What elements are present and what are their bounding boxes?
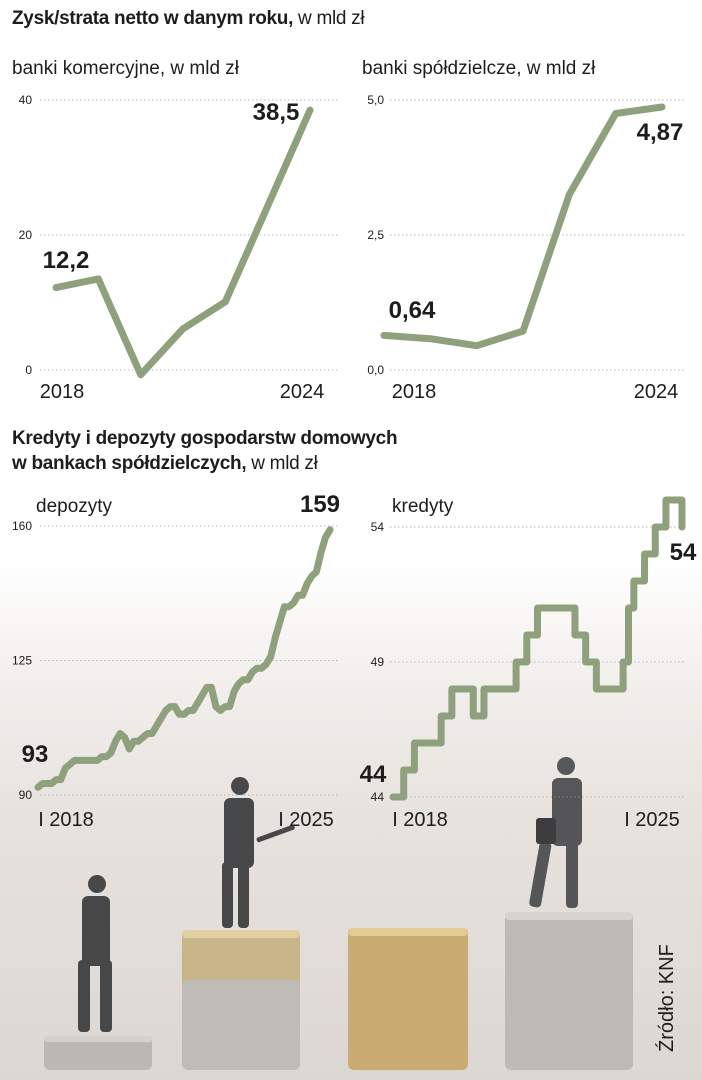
- commercial-xtick-label: 2018: [40, 381, 85, 403]
- credit-headline: Kredyty i depozyty gospodarstw domowych w…: [12, 426, 398, 476]
- cooperative-data-label: 0,64: [389, 297, 436, 324]
- profit-headline: Zysk/strata netto w danym roku, w mld zł: [12, 6, 365, 31]
- coin-stack-3: [348, 928, 468, 1070]
- credits-data-label: 44: [360, 761, 387, 788]
- coin-stack-4: [505, 912, 633, 1070]
- businessman-figure-2: [222, 777, 295, 928]
- chart-commercial-banks: banki komercyjne, w mld zł 0 20 40 2018 2024 1…: [12, 58, 340, 403]
- coin-stack-1: [44, 1036, 152, 1070]
- commercial-ytick-label: 20: [19, 228, 33, 242]
- credit-headline-unit: w mld zł: [246, 453, 318, 474]
- source-note: Źródło: KNF: [656, 944, 678, 1052]
- chart-cooperative-banks: banki spółdzielcze, w mld zł 0,0 2,5 5,0 201…: [362, 58, 684, 403]
- commercial-ytick-label: 40: [19, 93, 33, 107]
- commercial-data-label: 12,2: [43, 247, 90, 274]
- credits-series-line: [389, 496, 686, 801]
- credit-headline-line2: w bankach spółdzielczych,: [12, 453, 247, 474]
- commercial-xtick-label: 2024: [280, 381, 325, 403]
- credits-ytick-label: 44: [371, 790, 385, 804]
- credits-title: kredyty: [392, 496, 454, 517]
- deposits-ytick-label: 125: [12, 654, 32, 668]
- businessman-figure-3: [529, 757, 582, 908]
- deposits-data-label: 159: [300, 491, 340, 518]
- deposits-xtick-label: I 2018: [38, 809, 94, 831]
- cooperative-data-label: 4,87: [637, 119, 684, 146]
- deposits-xtick-label: I 2025: [278, 809, 334, 831]
- cooperative-title: banki spółdzielcze, w mld zł: [362, 58, 596, 79]
- businessman-figure-1: [78, 875, 112, 1032]
- commercial-series-line: [52, 106, 314, 379]
- commercial-ytick-label: 0: [25, 363, 32, 377]
- cooperative-xtick-label: 2018: [392, 381, 437, 403]
- profit-headline-unit: w mld zł: [293, 8, 365, 29]
- commercial-title: banki komercyjne, w mld zł: [12, 58, 240, 79]
- deposits-data-label: 93: [22, 741, 49, 768]
- cooperative-xtick-label: 2024: [634, 381, 679, 403]
- coin-stack-2: [182, 930, 300, 1070]
- cooperative-ytick-label: 5,0: [367, 93, 384, 107]
- coin-stacks-illustration: [44, 757, 633, 1070]
- credits-ytick-label: 49: [371, 655, 385, 669]
- credit-headline-line1: Kredyty i depozyty gospodarstw domowych: [12, 428, 398, 449]
- deposits-title: depozyty: [36, 496, 113, 517]
- credits-xtick-label: I 2018: [392, 809, 448, 831]
- cooperative-ytick-label: 0,0: [367, 363, 384, 377]
- chart-deposits: depozyty 90 125 160 I 2018 I 2025 93 159: [12, 491, 340, 831]
- chart-credits: kredyty 44 49 54 I 2018 I 2025 44 54: [360, 496, 697, 831]
- profit-headline-bold: Zysk/strata netto w danym roku,: [12, 8, 294, 29]
- commercial-data-label: 38,5: [253, 99, 300, 126]
- deposits-series-line: [34, 526, 334, 791]
- deposits-ytick-label: 90: [19, 788, 33, 802]
- cooperative-ytick-label: 2,5: [367, 228, 384, 242]
- credits-xtick-label: I 2025: [624, 809, 680, 831]
- credits-data-label: 54: [670, 539, 697, 566]
- credits-ytick-label: 54: [371, 520, 385, 534]
- deposits-ytick-label: 160: [12, 519, 32, 533]
